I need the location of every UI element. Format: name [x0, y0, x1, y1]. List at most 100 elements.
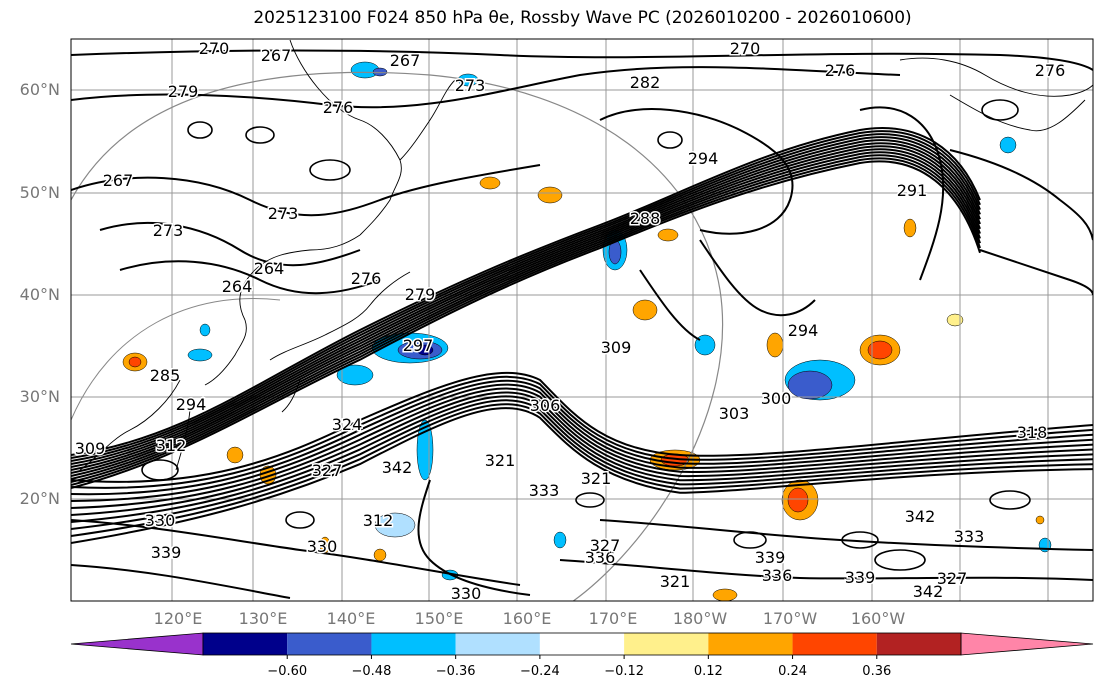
theta-e-contour: [71, 395, 1093, 523]
contour-label: 264: [254, 259, 285, 278]
theta-e-contour: [71, 403, 1093, 537]
shading-blob: [787, 487, 809, 513]
shading-blob: [999, 136, 1017, 154]
contour-label: 312: [363, 511, 394, 530]
lat-label: 20°N: [19, 489, 60, 508]
lon-label: 180°W: [672, 609, 728, 628]
theta-e-contour: [71, 407, 1093, 544]
theta-e-contour: [71, 564, 291, 599]
colorbar-segment: [624, 633, 709, 655]
shading-blob: [537, 186, 563, 204]
theta-e-contour: [559, 559, 1093, 581]
theta-e-contour: [639, 269, 701, 341]
colorbar-tick-label: −0.36: [436, 664, 476, 679]
theta-e-contour: [71, 127, 981, 456]
theta-e-contour: [71, 145, 981, 474]
lat-label: 60°N: [19, 80, 60, 99]
contour-label: 318: [1017, 423, 1048, 442]
colorbar-tick-label: −0.24: [520, 664, 560, 679]
theta-e-contour: [71, 379, 1093, 496]
colorbar: −0.60 −0.48 −0.36 −0.24 −0.12 0.12 0.24 0.36: [70, 632, 1094, 679]
projection-arc: [71, 298, 281, 421]
lon-label: 160°E: [502, 609, 552, 628]
theta-e-contour-closed: [874, 549, 926, 571]
colorbar-segment: [371, 633, 456, 655]
shading-blob: [657, 228, 679, 242]
theta-e-contour: [949, 149, 1093, 241]
theta-e-contour: [71, 136, 981, 465]
contour-label: 276: [1035, 61, 1066, 80]
colorbar-segment: [708, 633, 793, 655]
shading-blob: [867, 340, 893, 360]
shading-blob: [187, 348, 213, 362]
colorbar-tick-label: −0.60: [267, 664, 307, 679]
contour-label: 339: [151, 543, 182, 562]
shading-blob: [946, 313, 964, 327]
theta-e-contour: [699, 239, 816, 317]
theta-e-contours: [71, 49, 1093, 599]
shading-blob: [199, 323, 211, 337]
theta-e-contour: [71, 49, 1093, 71]
theta-e-contour-closed: [309, 159, 351, 181]
contour-label: 336: [762, 566, 793, 585]
theta-e-contour: [71, 371, 1093, 483]
theta-e-contour: [599, 519, 1093, 551]
contour-label: 291: [897, 181, 928, 200]
theta-e-contour-closed: [981, 99, 1019, 121]
lon-label: 120°E: [153, 609, 203, 628]
contour-label: 342: [905, 507, 936, 526]
colorbar-tick-label: 0.36: [862, 664, 891, 679]
shading-blob: [226, 446, 244, 464]
contour-label: 267: [261, 46, 292, 65]
theta-e-contour: [71, 151, 981, 480]
theta-e-contour: [599, 108, 794, 235]
theta-e-contour-closed: [245, 126, 275, 144]
lon-label: 170°W: [762, 609, 818, 628]
contour-label: 309: [75, 439, 106, 458]
colorbar-segment: [539, 633, 625, 655]
colorbar-frame: [202, 632, 962, 656]
lon-label: 170°E: [588, 609, 638, 628]
contour-label: 279: [405, 285, 436, 304]
contour-label: 312: [156, 436, 187, 455]
theta-e-contour: [979, 249, 1093, 296]
shading-blob: [479, 176, 501, 190]
theta-e-contour-closed: [733, 531, 767, 549]
projection-arc: [71, 71, 724, 601]
contour-label: 339: [755, 548, 786, 567]
theta-e-contour: [71, 157, 981, 486]
contour-label: 288: [630, 209, 661, 228]
shading-blob: [787, 370, 833, 400]
coastlines: [79, 39, 1093, 471]
theta-e-contour-closed: [657, 131, 683, 149]
theta-e-contour: [71, 133, 981, 462]
contour-label: 267: [103, 171, 134, 190]
theta-e-contour: [417, 479, 531, 596]
lon-label: 150°E: [414, 609, 464, 628]
contour-label: 297: [403, 336, 434, 355]
contour-label: 327: [590, 536, 621, 555]
shading-blob: [712, 588, 738, 601]
contour-label: 330: [307, 537, 338, 556]
contour-label: 267: [390, 51, 421, 70]
contour-label: 273: [153, 221, 184, 240]
theta-e-contour-closed: [989, 490, 1031, 510]
contour-label: 270: [199, 39, 230, 58]
contour-label: 342: [913, 582, 944, 601]
theta-e-contour-closed: [841, 531, 879, 549]
shading-blob: [553, 531, 567, 549]
contour-label: 309: [601, 338, 632, 357]
coastline: [269, 271, 411, 361]
contour-label: 342: [382, 458, 413, 477]
contour-label: 333: [529, 481, 560, 500]
colorbar-extend-high: [960, 632, 1094, 656]
shading-blob: [128, 356, 142, 368]
theta-e-contour-closed: [285, 511, 315, 529]
map-background: [71, 39, 1093, 601]
shading-blob: [1035, 515, 1045, 525]
map-frame: [70, 38, 1094, 602]
colorbar-segment: [876, 633, 961, 655]
shading-blob: [632, 299, 658, 321]
contour-label: 321: [581, 469, 612, 488]
contour-label: 264: [222, 277, 253, 296]
